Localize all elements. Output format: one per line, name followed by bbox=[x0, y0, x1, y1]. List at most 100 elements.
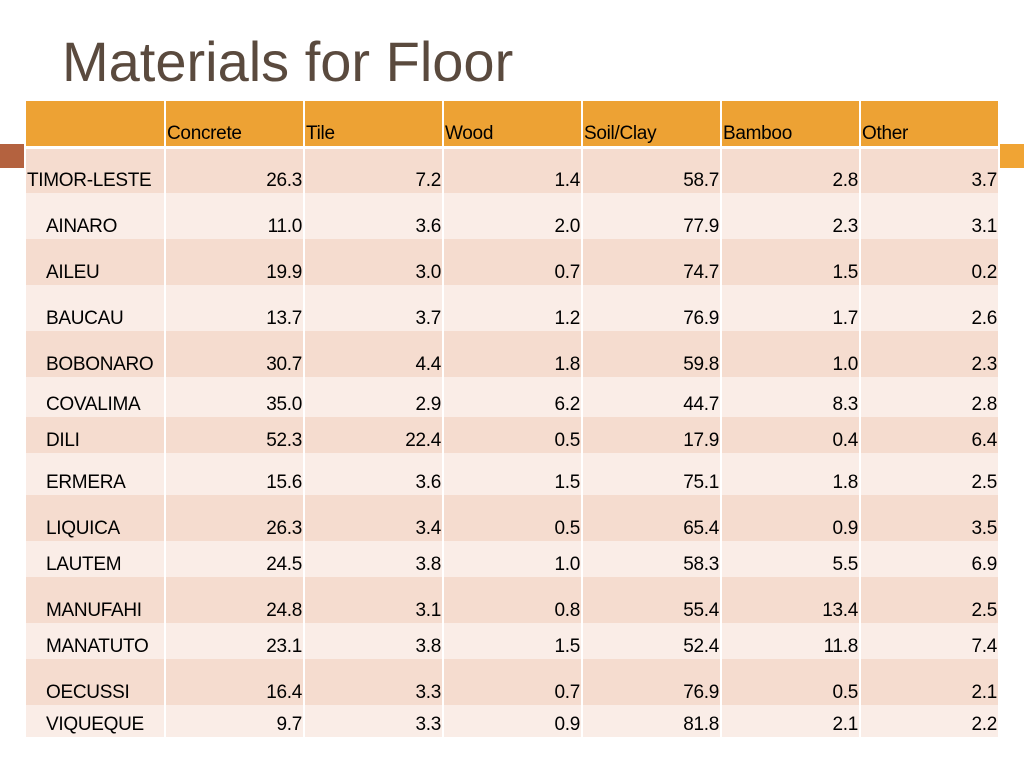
table-row: AINARO 11.0 3.6 2.0 77.9 2.3 3.1 bbox=[26, 193, 998, 239]
table-cell: 3.5 bbox=[859, 495, 998, 541]
row-label: VIQUEQUE bbox=[26, 705, 165, 737]
table-cell: 7.2 bbox=[303, 147, 443, 193]
row-label: BOBONARO bbox=[26, 331, 165, 377]
table-cell: 1.8 bbox=[720, 453, 860, 495]
table-cell: 0.7 bbox=[442, 239, 582, 285]
table-cell: 1.0 bbox=[442, 541, 582, 577]
table-cell: 6.4 bbox=[859, 417, 998, 453]
table-cell: 2.9 bbox=[303, 377, 443, 417]
row-label: BAUCAU bbox=[26, 285, 165, 331]
table-cell: 44.7 bbox=[581, 377, 721, 417]
table-cell: 4.4 bbox=[303, 331, 443, 377]
slide-title: Materials for Floor bbox=[62, 30, 514, 93]
table-row: AILEU 19.9 3.0 0.7 74.7 1.5 0.2 bbox=[26, 239, 998, 285]
table-cell: 2.8 bbox=[859, 377, 998, 417]
table-cell: 74.7 bbox=[581, 239, 721, 285]
table-cell: 77.9 bbox=[581, 193, 721, 239]
table-row: VIQUEQUE 9.7 3.3 0.9 81.8 2.1 2.2 bbox=[26, 705, 998, 737]
table-cell: 2.1 bbox=[859, 659, 998, 705]
table-header-row: Concrete Tile Wood Soil/Clay Bamboo Othe… bbox=[26, 101, 998, 149]
table-cell: 3.0 bbox=[303, 239, 443, 285]
accent-bar-right bbox=[1000, 144, 1024, 168]
table-cell: 22.4 bbox=[303, 417, 443, 453]
table-cell: 16.4 bbox=[164, 659, 304, 705]
table-cell: 0.5 bbox=[720, 659, 860, 705]
table-cell: 3.1 bbox=[859, 193, 998, 239]
table-cell: 1.5 bbox=[442, 623, 582, 659]
row-label: OECUSSI bbox=[26, 659, 165, 705]
row-label: ERMERA bbox=[26, 453, 165, 495]
table-row: TIMOR-LESTE 26.3 7.2 1.4 58.7 2.8 3.7 bbox=[26, 147, 998, 193]
table-row: BOBONARO 30.7 4.4 1.8 59.8 1.0 2.3 bbox=[26, 331, 998, 377]
table-cell: 2.3 bbox=[859, 331, 998, 377]
header-soil-clay: Soil/Clay bbox=[581, 101, 721, 149]
header-wood: Wood bbox=[442, 101, 582, 149]
table-cell: 52.4 bbox=[581, 623, 721, 659]
table-cell: 3.3 bbox=[303, 659, 443, 705]
table-cell: 2.5 bbox=[859, 577, 998, 623]
table-row: MANUFAHI 24.8 3.1 0.8 55.4 13.4 2.5 bbox=[26, 577, 998, 623]
table-cell: 2.8 bbox=[720, 147, 860, 193]
table-cell: 15.6 bbox=[164, 453, 304, 495]
table-cell: 0.5 bbox=[442, 495, 582, 541]
table-cell: 52.3 bbox=[164, 417, 304, 453]
table-cell: 1.5 bbox=[720, 239, 860, 285]
table-cell: 11.0 bbox=[164, 193, 304, 239]
row-label: AINARO bbox=[26, 193, 165, 239]
row-label: AILEU bbox=[26, 239, 165, 285]
table-cell: 0.8 bbox=[442, 577, 582, 623]
table-cell: 76.9 bbox=[581, 285, 721, 331]
header-other: Other bbox=[859, 101, 998, 149]
row-label: MANATUTO bbox=[26, 623, 165, 659]
table-cell: 58.3 bbox=[581, 541, 721, 577]
table-cell: 3.7 bbox=[303, 285, 443, 331]
table-row: DILI 52.3 22.4 0.5 17.9 0.4 6.4 bbox=[26, 417, 998, 453]
table-cell: 6.2 bbox=[442, 377, 582, 417]
table-cell: 55.4 bbox=[581, 577, 721, 623]
header-corner bbox=[26, 101, 165, 149]
table-cell: 23.1 bbox=[164, 623, 304, 659]
table-cell: 81.8 bbox=[581, 705, 721, 737]
table-cell: 0.7 bbox=[442, 659, 582, 705]
table-row: LIQUICA 26.3 3.4 0.5 65.4 0.9 3.5 bbox=[26, 495, 998, 541]
table-cell: 1.4 bbox=[442, 147, 582, 193]
table-cell: 8.3 bbox=[720, 377, 860, 417]
table-row: LAUTEM 24.5 3.8 1.0 58.3 5.5 6.9 bbox=[26, 541, 998, 577]
table-cell: 5.5 bbox=[720, 541, 860, 577]
row-label: COVALIMA bbox=[26, 377, 165, 417]
table-cell: 2.1 bbox=[720, 705, 860, 737]
table-row: MANATUTO 23.1 3.8 1.5 52.4 11.8 7.4 bbox=[26, 623, 998, 659]
table-cell: 0.9 bbox=[442, 705, 582, 737]
table-row: BAUCAU 13.7 3.7 1.2 76.9 1.7 2.6 bbox=[26, 285, 998, 331]
table-cell: 30.7 bbox=[164, 331, 304, 377]
row-label: DILI bbox=[26, 417, 165, 453]
table-cell: 2.0 bbox=[442, 193, 582, 239]
table-cell: 1.5 bbox=[442, 453, 582, 495]
table-cell: 0.5 bbox=[442, 417, 582, 453]
table-cell: 26.3 bbox=[164, 147, 304, 193]
table-cell: 9.7 bbox=[164, 705, 304, 737]
row-label: TIMOR-LESTE bbox=[26, 147, 165, 193]
header-tile: Tile bbox=[303, 101, 443, 149]
table-cell: 2.2 bbox=[859, 705, 998, 737]
table-cell: 11.8 bbox=[720, 623, 860, 659]
table-cell: 1.0 bbox=[720, 331, 860, 377]
table-row: COVALIMA 35.0 2.9 6.2 44.7 8.3 2.8 bbox=[26, 377, 998, 417]
table-cell: 1.8 bbox=[442, 331, 582, 377]
accent-bar-left bbox=[0, 144, 24, 168]
table-cell: 3.7 bbox=[859, 147, 998, 193]
table-cell: 3.1 bbox=[303, 577, 443, 623]
table-cell: 3.8 bbox=[303, 541, 443, 577]
table-cell: 24.5 bbox=[164, 541, 304, 577]
table-cell: 2.5 bbox=[859, 453, 998, 495]
table-cell: 1.2 bbox=[442, 285, 582, 331]
row-label: LIQUICA bbox=[26, 495, 165, 541]
row-label: MANUFAHI bbox=[26, 577, 165, 623]
table-cell: 13.4 bbox=[720, 577, 860, 623]
table-cell: 2.6 bbox=[859, 285, 998, 331]
header-concrete: Concrete bbox=[164, 101, 304, 149]
table-cell: 13.7 bbox=[164, 285, 304, 331]
table-cell: 75.1 bbox=[581, 453, 721, 495]
table-cell: 26.3 bbox=[164, 495, 304, 541]
